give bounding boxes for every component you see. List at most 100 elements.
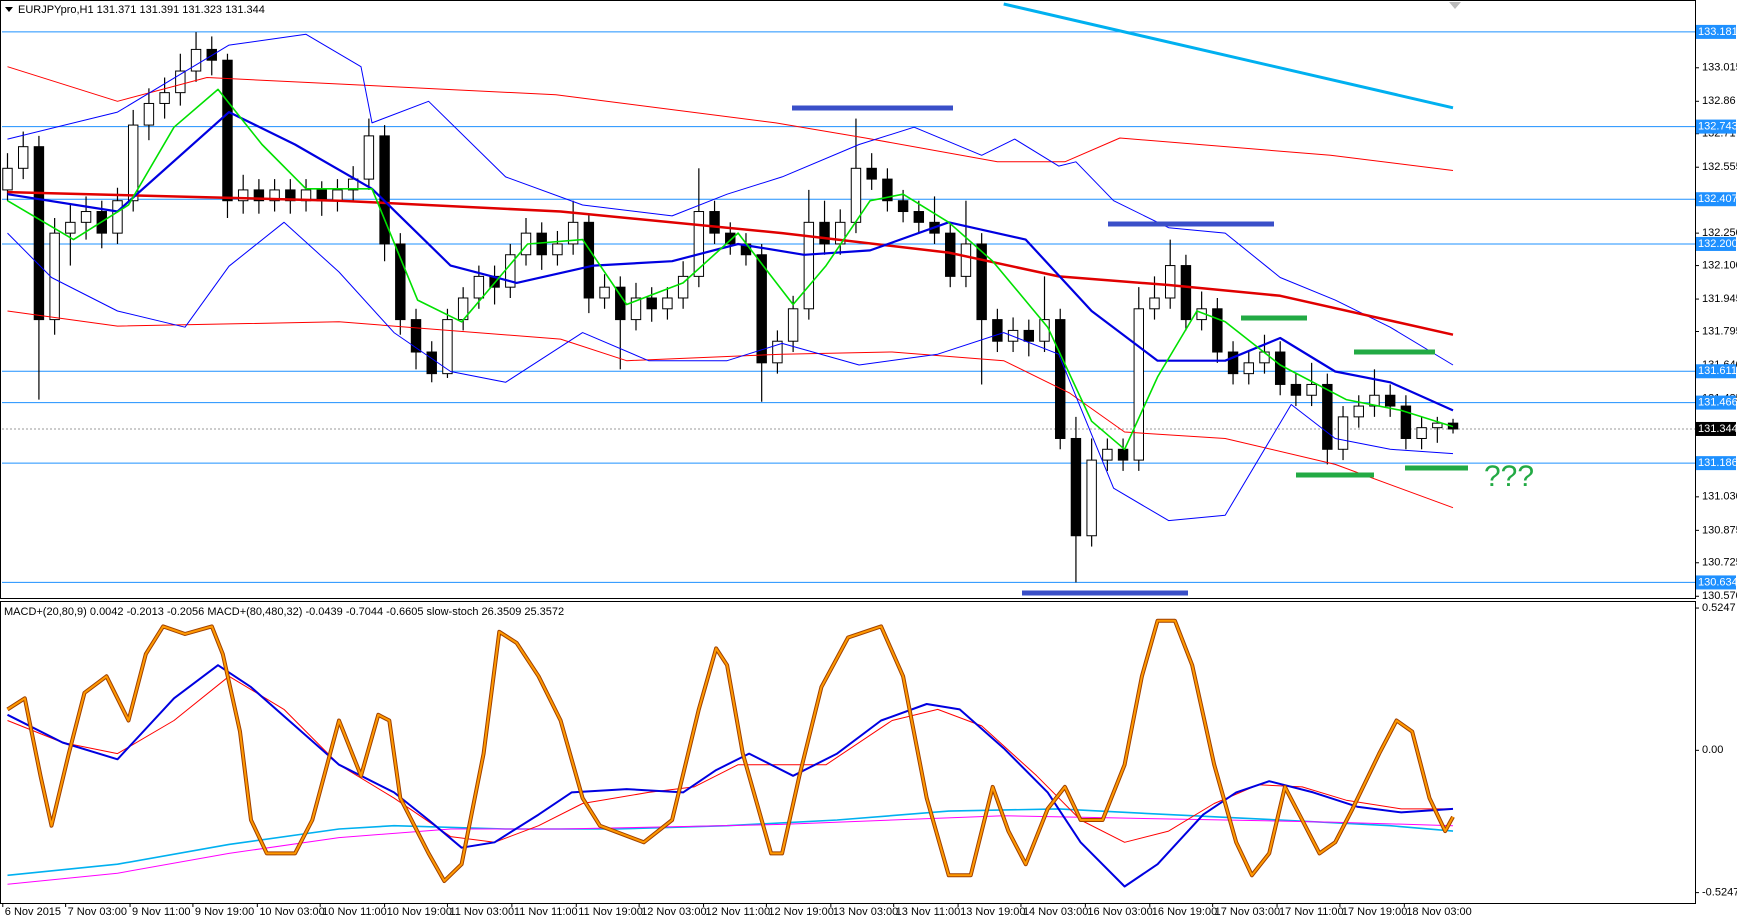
price-panel xyxy=(0,0,1696,599)
candle-body xyxy=(882,178,893,202)
level-label: 131.186 xyxy=(1698,457,1737,469)
overlay-line xyxy=(7,111,1454,412)
overlay-line xyxy=(7,88,1454,451)
candle-body xyxy=(976,243,987,321)
x-tick-label: 10 Nov 19:00 xyxy=(387,906,452,918)
candle-body xyxy=(222,59,233,202)
candle-body xyxy=(615,286,626,321)
candle-body xyxy=(709,211,720,234)
candle-body xyxy=(646,297,657,310)
candle-body xyxy=(1070,437,1082,537)
level-label-box xyxy=(1696,364,1736,379)
candle-body xyxy=(819,221,830,245)
candle-body xyxy=(1274,351,1286,385)
candle-body xyxy=(1322,383,1333,450)
y-tick-label: 131.795 xyxy=(1702,325,1737,337)
annotation: ??? xyxy=(1484,460,1534,493)
candle-body xyxy=(363,135,375,180)
candle-body xyxy=(410,319,422,353)
candle-body xyxy=(1117,448,1129,461)
candle-body xyxy=(677,275,689,299)
candle-body xyxy=(395,243,406,321)
candle-body xyxy=(127,124,139,202)
x-tick-label: 14 Nov 03:00 xyxy=(1023,906,1088,918)
x-tick-label: 16 Nov 19:00 xyxy=(1152,906,1217,918)
candle-body xyxy=(379,135,390,245)
candle-body xyxy=(33,146,45,321)
candle-body xyxy=(1133,308,1144,461)
candle-body xyxy=(787,308,799,342)
candle-body xyxy=(285,189,296,202)
candle-body xyxy=(992,319,1003,342)
level-label: 132.200 xyxy=(1698,238,1737,250)
candle-body xyxy=(536,232,547,256)
y-tick-label: 132.100 xyxy=(1702,259,1737,271)
indicator-line xyxy=(6,619,1454,882)
x-tick-label: 11 Nov 03:00 xyxy=(449,906,514,918)
level-label: 132.743 xyxy=(1698,120,1737,132)
x-tick-label: 11 Nov 19:00 xyxy=(578,906,643,918)
indicator-plot xyxy=(6,618,1455,888)
indicator-title: MACD+(20,80,9) 0.0042 -0.2013 -0.2056 MA… xyxy=(4,606,564,618)
candle-body xyxy=(1432,422,1443,429)
drawn-levels: ??? xyxy=(792,105,1534,596)
overlay-line xyxy=(7,221,1454,522)
indicator-line xyxy=(7,675,1453,843)
candle-body xyxy=(1243,362,1254,375)
price-plot xyxy=(2,2,1695,583)
x-tick-label: 10 Nov 03:00 xyxy=(259,906,324,918)
level-label-box xyxy=(1696,119,1736,134)
candle-body xyxy=(442,319,453,375)
x-tick-label: 6 Nov 2015 xyxy=(5,906,61,918)
level-label-box xyxy=(1696,192,1736,207)
candle-body xyxy=(1086,459,1097,537)
candle-body xyxy=(1227,351,1239,375)
level-label-box xyxy=(1696,24,1736,39)
candle-body xyxy=(1384,394,1396,407)
x-tick-label: 9 Nov 19:00 xyxy=(195,906,254,918)
menu-icon[interactable] xyxy=(5,7,13,12)
candle-body xyxy=(159,92,170,104)
candle-body xyxy=(913,211,925,223)
overlay-line xyxy=(7,66,1454,171)
overlay-line xyxy=(1003,2,1454,110)
candle-body xyxy=(112,200,123,234)
x-tick-label: 9 Nov 11:00 xyxy=(132,906,191,918)
current-price-box xyxy=(1696,421,1736,436)
candle-body xyxy=(80,211,92,223)
candle-body xyxy=(253,189,265,202)
x-tick-label: 18 Nov 03:00 xyxy=(1406,906,1471,918)
y-tick-label: 0.5247 xyxy=(1702,602,1736,614)
x-tick-label: 17 Nov 11:00 xyxy=(1279,906,1344,918)
y-tick-label: 130.725 xyxy=(1702,557,1737,569)
level-label-box xyxy=(1696,575,1736,590)
y-tick-label: 130.570 xyxy=(1702,590,1737,602)
y-tick-label: 131.030 xyxy=(1702,491,1737,503)
y-tick-label: 0.00 xyxy=(1702,744,1723,756)
x-tick-label: 13 Nov 11:00 xyxy=(896,906,961,918)
candle-body xyxy=(17,146,29,169)
candle-body xyxy=(583,221,595,299)
candle-body xyxy=(1180,265,1192,321)
candle-body xyxy=(65,221,76,234)
candle-body xyxy=(897,200,909,213)
candle-body xyxy=(175,70,186,94)
y-tick-label: 132.250 xyxy=(1702,227,1737,239)
y-tick-label: 130.875 xyxy=(1702,524,1737,536)
level-label: 131.611 xyxy=(1698,365,1737,377)
y-tick-label: 132.86 xyxy=(1702,95,1736,107)
overlay-line xyxy=(7,33,1454,366)
candle-body xyxy=(1055,319,1066,439)
x-tick-label: 7 Nov 03:00 xyxy=(68,906,127,918)
indicator-line xyxy=(7,815,1454,885)
candle-body xyxy=(1353,405,1364,418)
level-label-box xyxy=(1696,236,1736,251)
candle-body xyxy=(269,189,280,202)
candle-body xyxy=(1212,308,1223,353)
x-tick-label: 12 Nov 11:00 xyxy=(706,906,771,918)
candle-body xyxy=(552,243,563,256)
candle-body xyxy=(49,232,60,321)
indicator-line xyxy=(7,664,1454,888)
level-label: 131.466 xyxy=(1698,397,1737,409)
